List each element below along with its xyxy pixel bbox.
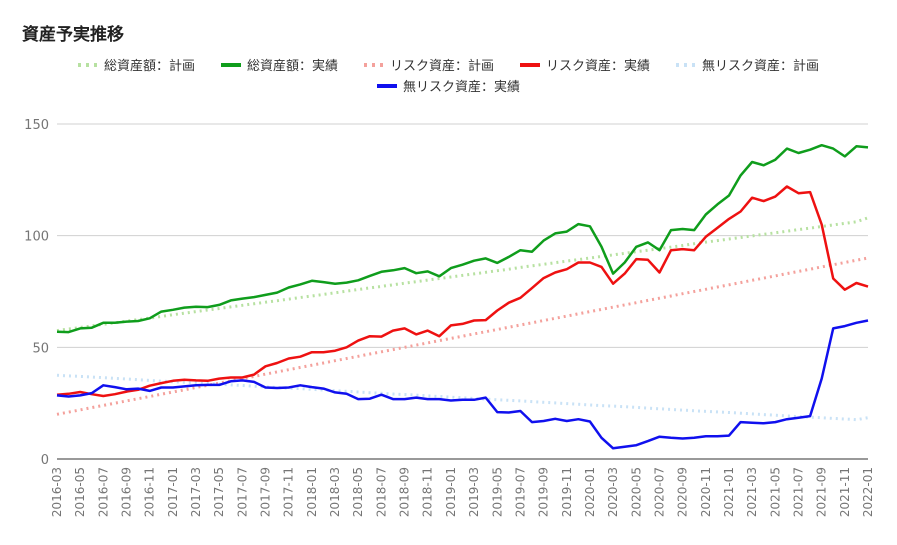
x-tick-label: 2017-09	[259, 467, 273, 517]
legend: 総資産額：計画 総資産額：実績 リスク資産：計画 リスク資産：実績 無リスク資産：計画無…	[78, 58, 819, 95]
series-line	[57, 145, 868, 332]
x-tick-label: 2016-11	[143, 467, 157, 517]
x-tick-label: 2018-03	[328, 467, 342, 517]
x-tick-label: 2020-01	[583, 467, 597, 517]
series-line	[57, 375, 868, 419]
x-tick-label: 2017-11	[282, 467, 296, 517]
series-line	[57, 218, 868, 331]
x-tick-label: 2017-07	[235, 467, 249, 517]
plot-area	[57, 145, 868, 448]
legend-entry: リスク資産：計画	[390, 58, 494, 74]
x-tick-label: 2020-03	[606, 467, 620, 517]
x-tick-label: 2018-07	[374, 467, 388, 517]
x-tick-label: 2021-03	[745, 467, 759, 517]
x-tick-label: 2021-11	[838, 467, 852, 517]
grid	[57, 124, 868, 459]
x-tick-label: 2019-07	[513, 467, 527, 517]
x-tick-label: 2021-07	[791, 467, 805, 517]
x-tick-label: 2016-09	[120, 467, 134, 517]
y-tick-label: 100	[24, 230, 49, 245]
x-tick-label: 2018-01	[305, 467, 319, 517]
x-tick-label: 2022-01	[861, 467, 875, 517]
x-axis: 2016-03 2016-05 2016-07 2016-09 2016-11 2017-…	[50, 467, 875, 517]
x-tick-label: 2018-11	[421, 467, 435, 517]
legend-entry: 無リスク資産：計画	[702, 58, 819, 74]
x-tick-label: 2016-03	[50, 467, 64, 517]
legend-entry: 総資産額：計画	[104, 58, 195, 74]
x-tick-label: 2020-11	[699, 467, 713, 517]
chart-title: 資産予実推移	[22, 24, 124, 45]
series-line	[57, 321, 868, 449]
y-tick-label: 50	[32, 341, 49, 356]
y-tick-label: 150	[24, 118, 49, 133]
x-tick-label: 2017-01	[166, 467, 180, 517]
x-tick-label: 2019-01	[444, 467, 458, 517]
y-tick-label: 0	[41, 453, 49, 468]
legend-entry: リスク資産：実績	[546, 58, 650, 74]
legend-entry: 総資産額：実績	[247, 58, 338, 74]
y-axis: 0 50 100 150	[24, 118, 49, 468]
x-tick-label: 2020-09	[676, 467, 690, 517]
x-tick-label: 2016-07	[96, 467, 110, 517]
x-tick-label: 2020-05	[629, 467, 643, 517]
x-tick-label: 2019-05	[490, 467, 504, 517]
x-tick-label: 2016-05	[73, 467, 87, 517]
x-tick-label: 2021-09	[815, 467, 829, 517]
x-tick-label: 2018-05	[351, 467, 365, 517]
x-tick-label: 2019-09	[537, 467, 551, 517]
series-line	[57, 187, 868, 397]
series-line	[57, 258, 868, 414]
x-tick-label: 2018-09	[398, 467, 412, 517]
x-tick-label: 2019-11	[560, 467, 574, 517]
x-tick-label: 2017-03	[189, 467, 203, 517]
x-tick-label: 2021-01	[722, 467, 736, 517]
x-tick-label: 2020-07	[652, 467, 666, 517]
x-tick-label: 2019-03	[467, 467, 481, 517]
x-tick-label: 2021-05	[768, 467, 782, 517]
x-tick-label: 2017-05	[212, 467, 226, 517]
legend-entry: 無リスク資産：実績	[403, 79, 520, 95]
